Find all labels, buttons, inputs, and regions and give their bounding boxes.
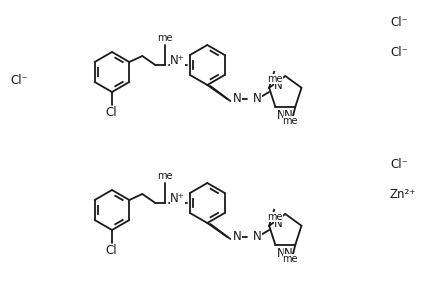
Text: N: N — [233, 230, 241, 243]
Text: N: N — [277, 109, 286, 122]
Text: N: N — [283, 247, 292, 260]
Text: Zn²⁺: Zn²⁺ — [389, 189, 415, 201]
Text: N: N — [283, 109, 292, 122]
Text: N⁺: N⁺ — [170, 192, 185, 205]
Text: Cl: Cl — [105, 106, 117, 119]
Text: Cl⁻: Cl⁻ — [10, 73, 28, 86]
Text: me: me — [157, 171, 173, 181]
Text: N: N — [273, 217, 282, 230]
Text: me: me — [157, 33, 173, 43]
Text: me: me — [267, 212, 282, 222]
Text: Cl⁻: Cl⁻ — [389, 15, 407, 28]
Text: N: N — [277, 247, 286, 260]
Text: N: N — [253, 230, 261, 243]
Text: me: me — [282, 116, 297, 126]
Text: Cl: Cl — [105, 243, 117, 257]
Text: N: N — [253, 92, 261, 104]
Text: N: N — [273, 79, 282, 92]
Text: N: N — [233, 92, 241, 104]
Text: Cl⁻: Cl⁻ — [389, 46, 407, 59]
Text: Cl⁻: Cl⁻ — [389, 158, 407, 172]
Text: me: me — [282, 254, 297, 264]
Text: me: me — [267, 74, 282, 84]
Text: N⁺: N⁺ — [170, 54, 185, 67]
